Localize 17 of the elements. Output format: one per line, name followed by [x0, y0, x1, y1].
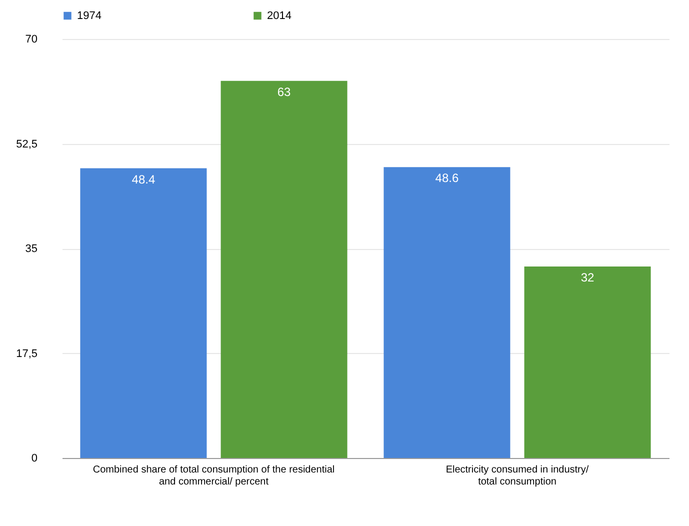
legend-label: 1974: [77, 10, 102, 22]
data-label: 48.6: [435, 171, 459, 186]
y-tick-label: 0: [31, 452, 38, 464]
data-label: 63: [277, 84, 292, 99]
y-tick-label: 52,5: [16, 138, 38, 150]
data-label: 48.4: [132, 172, 156, 186]
y-tick-label: 70: [25, 34, 38, 46]
bar: [384, 167, 510, 458]
y-tick-label: 17,5: [16, 348, 38, 360]
bar: [80, 168, 207, 458]
legend-label: 2014: [267, 10, 292, 22]
x-tick-label: Combined share of total consumption of the residential and commercial/ percent: [92, 464, 335, 488]
x-tick-label: Electricity consumed in industry/ total consumption: [446, 464, 589, 488]
y-tick-label: 35: [25, 243, 38, 255]
bar: [524, 266, 651, 458]
bar: [220, 80, 348, 458]
data-label: 32: [580, 270, 595, 284]
